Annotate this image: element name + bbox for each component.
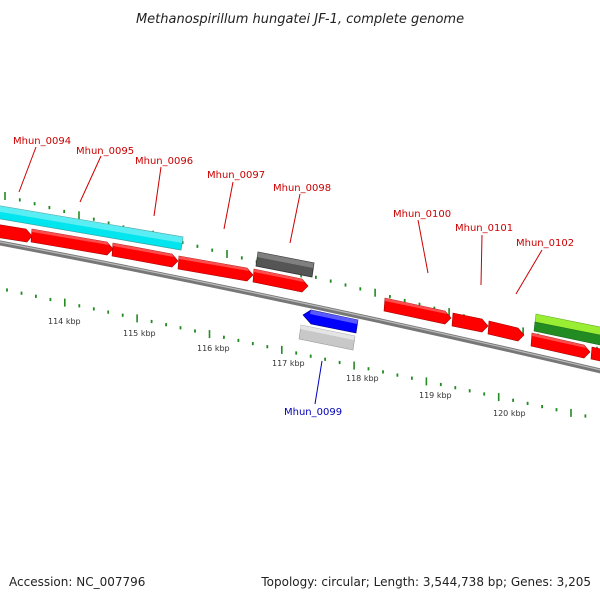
cyan-feature-bar[interactable] <box>0 205 184 251</box>
ruler-label-119: 119 kbp <box>419 391 452 400</box>
gene-label-mhun-0098[interactable]: Mhun_0098 <box>273 183 331 194</box>
leader-line-mhun-0102 <box>515 249 543 295</box>
gene-arrow-edge[interactable] <box>590 346 600 362</box>
gene-arrow-mhun-0100[interactable] <box>383 297 452 325</box>
leader-line-mhun-0094 <box>18 146 37 193</box>
ruler-labels: 114 kbp 115 kbp 116 kbp 117 kbp 118 kbp … <box>48 317 526 418</box>
genome-backbone-highlight <box>0 241 600 371</box>
gene-label-mhun-0100[interactable]: Mhun_0100 <box>393 209 451 220</box>
ruler-label-114: 114 kbp <box>48 317 81 326</box>
forward-gene-track <box>0 224 600 362</box>
ruler-label-117: 117 kbp <box>272 359 305 368</box>
gene-label-mhun-0097[interactable]: Mhun_0097 <box>207 170 265 181</box>
ruler-label-115: 115 kbp <box>123 329 156 338</box>
genome-summary-text: Topology: circular; Length: 3,544,738 bp… <box>260 575 591 589</box>
gene-arrow-mhun-0101[interactable] <box>451 312 489 333</box>
gene-arrow-mhun-0096[interactable] <box>111 242 179 268</box>
gene-labels: Mhun_0094 Mhun_0095 Mhun_0096 Mhun_0097 … <box>13 136 574 418</box>
ruler-label-116: 116 kbp <box>197 344 230 353</box>
map-title: Methanospirillum hungatei JF-1, complete… <box>136 12 464 27</box>
lime-feature-bar[interactable] <box>534 313 600 337</box>
leader-line-mhun-0100 <box>417 219 429 274</box>
genome-backbone <box>0 240 600 374</box>
gene-arrow-mhun-0098[interactable] <box>252 268 309 293</box>
leader-line-mhun-0096 <box>153 166 162 217</box>
ruler-label-120: 120 kbp <box>493 409 526 418</box>
leader-line-mhun-0101 <box>480 234 483 286</box>
upper-feature-track <box>0 205 600 346</box>
leader-line-mhun-0099 <box>314 360 323 405</box>
reverse-gene-track <box>298 309 359 351</box>
leader-line-mhun-0097 <box>223 181 234 230</box>
ruler-label-118: 118 kbp <box>346 374 379 383</box>
green-feature-bar[interactable] <box>533 321 600 346</box>
ruler-track <box>6 288 587 418</box>
gene-arrow-next[interactable] <box>530 332 591 359</box>
accession-text: Accession: NC_007796 <box>9 575 145 589</box>
gene-label-mhun-0095[interactable]: Mhun_0095 <box>76 146 134 157</box>
gene-label-mhun-0101[interactable]: Mhun_0101 <box>455 223 513 234</box>
gene-arrow-mhun-0095[interactable] <box>30 228 114 256</box>
leader-line-mhun-0098 <box>289 193 301 244</box>
gene-arrow-mhun-0097[interactable] <box>177 255 254 282</box>
dark-gray-feature-bar[interactable] <box>255 251 315 278</box>
leader-line-mhun-0095 <box>79 155 102 203</box>
gene-arrow-mhun-0102[interactable] <box>487 320 525 342</box>
gene-label-mhun-0102[interactable]: Mhun_0102 <box>516 238 574 249</box>
gene-label-mhun-0094[interactable]: Mhun_0094 <box>13 136 71 147</box>
gene-arrow-mhun-0094[interactable] <box>0 224 33 243</box>
gene-label-mhun-0096[interactable]: Mhun_0096 <box>135 156 193 167</box>
gene-label-mhun-0099[interactable]: Mhun_0099 <box>284 407 342 418</box>
gene-arrow-mhun-0099[interactable] <box>302 309 359 334</box>
